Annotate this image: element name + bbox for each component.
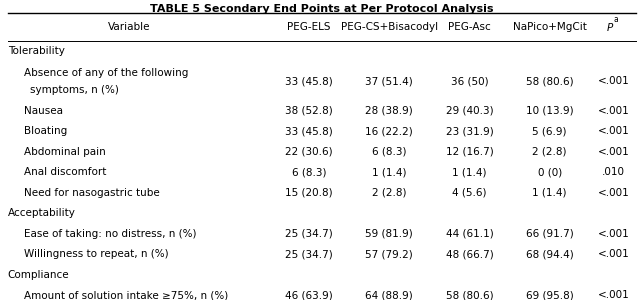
Text: Abdominal pain: Abdominal pain [24, 147, 106, 157]
Text: <.001: <.001 [598, 147, 630, 157]
Text: <.001: <.001 [598, 249, 630, 260]
Text: 44 (61.1): 44 (61.1) [446, 229, 493, 239]
Text: NaPico+MgCit: NaPico+MgCit [513, 22, 587, 32]
Text: 57 (79.2): 57 (79.2) [365, 249, 413, 260]
Text: <.001: <.001 [598, 188, 630, 198]
Text: 23 (31.9): 23 (31.9) [446, 126, 493, 136]
Text: 10 (13.9): 10 (13.9) [526, 106, 573, 116]
Text: 38 (52.8): 38 (52.8) [285, 106, 333, 116]
Text: Willingness to repeat, n (%): Willingness to repeat, n (%) [24, 249, 169, 260]
Text: 68 (94.4): 68 (94.4) [526, 249, 574, 260]
Text: 6 (8.3): 6 (8.3) [372, 147, 406, 157]
Text: PEG-ELS: PEG-ELS [287, 22, 331, 32]
Text: Acceptability: Acceptability [8, 208, 76, 218]
Text: $P$: $P$ [605, 21, 614, 33]
Text: 16 (22.2): 16 (22.2) [365, 126, 413, 136]
Text: 1 (1.4): 1 (1.4) [533, 188, 567, 198]
Text: <.001: <.001 [598, 126, 630, 136]
Text: 37 (51.4): 37 (51.4) [365, 76, 413, 86]
Text: 5 (6.9): 5 (6.9) [533, 126, 567, 136]
Text: Anal discomfort: Anal discomfort [24, 167, 106, 177]
Text: 1 (1.4): 1 (1.4) [452, 167, 487, 177]
Text: 25 (34.7): 25 (34.7) [285, 249, 333, 260]
Text: <.001: <.001 [598, 290, 630, 300]
Text: 0 (0): 0 (0) [538, 167, 562, 177]
Text: 4 (5.6): 4 (5.6) [452, 188, 487, 198]
Text: Tolerability: Tolerability [8, 46, 64, 56]
Text: 33 (45.8): 33 (45.8) [285, 126, 333, 136]
Text: 22 (30.6): 22 (30.6) [285, 147, 333, 157]
Text: 58 (80.6): 58 (80.6) [446, 290, 493, 300]
Text: 29 (40.3): 29 (40.3) [446, 106, 493, 116]
Text: Ease of taking: no distress, n (%): Ease of taking: no distress, n (%) [24, 229, 196, 239]
Text: Variable: Variable [108, 22, 151, 32]
Text: Need for nasogastric tube: Need for nasogastric tube [24, 188, 160, 198]
Text: Absence of any of the following: Absence of any of the following [24, 68, 188, 78]
Text: 28 (38.9): 28 (38.9) [365, 106, 413, 116]
Text: 15 (20.8): 15 (20.8) [285, 188, 333, 198]
Text: 59 (81.9): 59 (81.9) [365, 229, 413, 239]
Text: 1 (1.4): 1 (1.4) [372, 167, 406, 177]
Text: PEG-CS+Bisacodyl: PEG-CS+Bisacodyl [341, 22, 438, 32]
Text: <.001: <.001 [598, 229, 630, 239]
Text: 12 (16.7): 12 (16.7) [446, 147, 493, 157]
Text: PEG-Asc: PEG-Asc [448, 22, 491, 32]
Text: 25 (34.7): 25 (34.7) [285, 229, 333, 239]
Text: Amount of solution intake ≥75%, n (%): Amount of solution intake ≥75%, n (%) [24, 290, 228, 300]
Text: 2 (2.8): 2 (2.8) [533, 147, 567, 157]
Text: 69 (95.8): 69 (95.8) [526, 290, 574, 300]
Text: 33 (45.8): 33 (45.8) [285, 76, 333, 86]
Text: <.001: <.001 [598, 106, 630, 116]
Text: <.001: <.001 [598, 76, 630, 86]
Text: 2 (2.8): 2 (2.8) [372, 188, 406, 198]
Text: 6 (8.3): 6 (8.3) [292, 167, 327, 177]
Text: Bloating: Bloating [24, 126, 67, 136]
Text: 58 (80.6): 58 (80.6) [526, 76, 573, 86]
Text: a: a [614, 15, 618, 24]
Text: 48 (66.7): 48 (66.7) [446, 249, 493, 260]
Text: 46 (63.9): 46 (63.9) [285, 290, 333, 300]
Text: Compliance: Compliance [8, 270, 70, 280]
Text: 36 (50): 36 (50) [451, 76, 488, 86]
Text: Nausea: Nausea [24, 106, 63, 116]
Text: TABLE 5 Secondary End Points at Per Protocol Analysis: TABLE 5 Secondary End Points at Per Prot… [150, 4, 494, 14]
Text: 66 (91.7): 66 (91.7) [526, 229, 574, 239]
Text: 64 (88.9): 64 (88.9) [365, 290, 413, 300]
Text: symptoms, n (%): symptoms, n (%) [30, 85, 119, 95]
Text: .010: .010 [602, 167, 625, 177]
